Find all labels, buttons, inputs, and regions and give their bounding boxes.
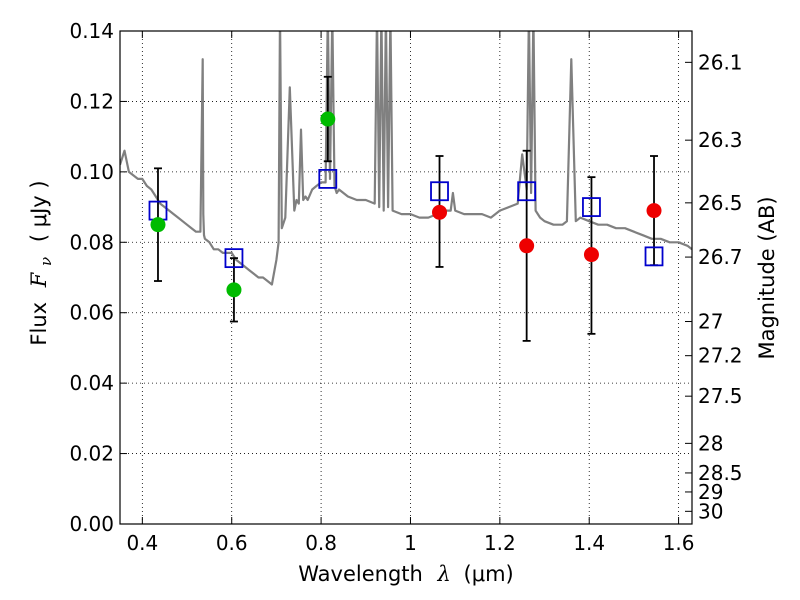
nir-data-point [646,203,662,219]
mag-tick-label: 26.1 [698,50,743,74]
x-tick-label: 1.2 [484,531,516,555]
optical-data-point [226,282,242,298]
optical-data-point [320,111,336,127]
y-tick-label: 0.10 [69,160,114,184]
mag-tick-label: 26.5 [698,191,743,215]
y-tick-label: 0.06 [69,301,114,325]
x-axis-label-unit: (μm) [464,562,514,586]
y-tick-label: 0.12 [69,89,114,113]
x-axis-label: Wavelength λ (μm) [298,562,513,586]
axes: 0.4 0.6 0.8 1 1.2 1.4 1.6 0.00 0.02 0.04 0.06 0.08 0… [69,19,742,555]
mag-tick-label: 26.7 [698,245,743,269]
x-tick-label: 1.4 [573,531,605,555]
y-axis-label-symbol: F [27,271,51,288]
mag-tick-label: 29 [698,480,723,504]
mag-tick-label: 27 [698,310,723,334]
model-flux-square [224,248,244,269]
x-tick-label: 1.6 [663,531,695,555]
y-axis-label-subscript: ν [37,257,55,266]
nir-data-point [519,238,535,254]
x-tick-label: 1 [404,531,417,555]
x-axis-label-symbol: λ [437,562,451,586]
y-axis-label-text: Flux [27,302,51,346]
y-tick-label: 0.08 [69,230,114,254]
model-flux-square [318,168,338,189]
mag-tick-label: 26.3 [698,128,743,152]
x-tick-label: 0.8 [305,531,337,555]
y-tick-label: 0.00 [69,512,114,536]
right-axis-label: Magnitude (AB) [755,196,779,359]
model-flux-square [517,181,537,202]
x-tick-label: 0.4 [126,531,158,555]
y-axis-label: Flux F ν ( μJy ) [27,180,56,345]
model-flux-square [582,197,601,217]
nir-data-point [432,204,448,220]
mag-tick-label: 27.5 [698,384,743,408]
plot-area [120,31,692,342]
x-tick-label: 0.6 [216,531,248,555]
y-tick-label: 0.04 [69,371,114,395]
x-axis-label-text: Wavelength [298,562,423,586]
plot-frame [119,30,693,525]
y-tick-label: 0.14 [69,19,114,43]
grid-lines [120,30,692,525]
optical-data-point [150,217,166,233]
model-flux-square [644,246,664,267]
mag-tick-label: 27.2 [698,344,743,368]
mag-tick-label: 30 [698,499,723,523]
mag-tick-label: 28.5 [698,461,743,485]
spectrum-line [120,31,692,286]
y-tick-label: 0.02 [69,442,114,466]
mag-tick-label: 28 [698,431,723,455]
model-flux-square [430,181,449,202]
nir-data-point [583,247,599,263]
y-axis-label-unit: ( μJy ) [27,180,51,242]
